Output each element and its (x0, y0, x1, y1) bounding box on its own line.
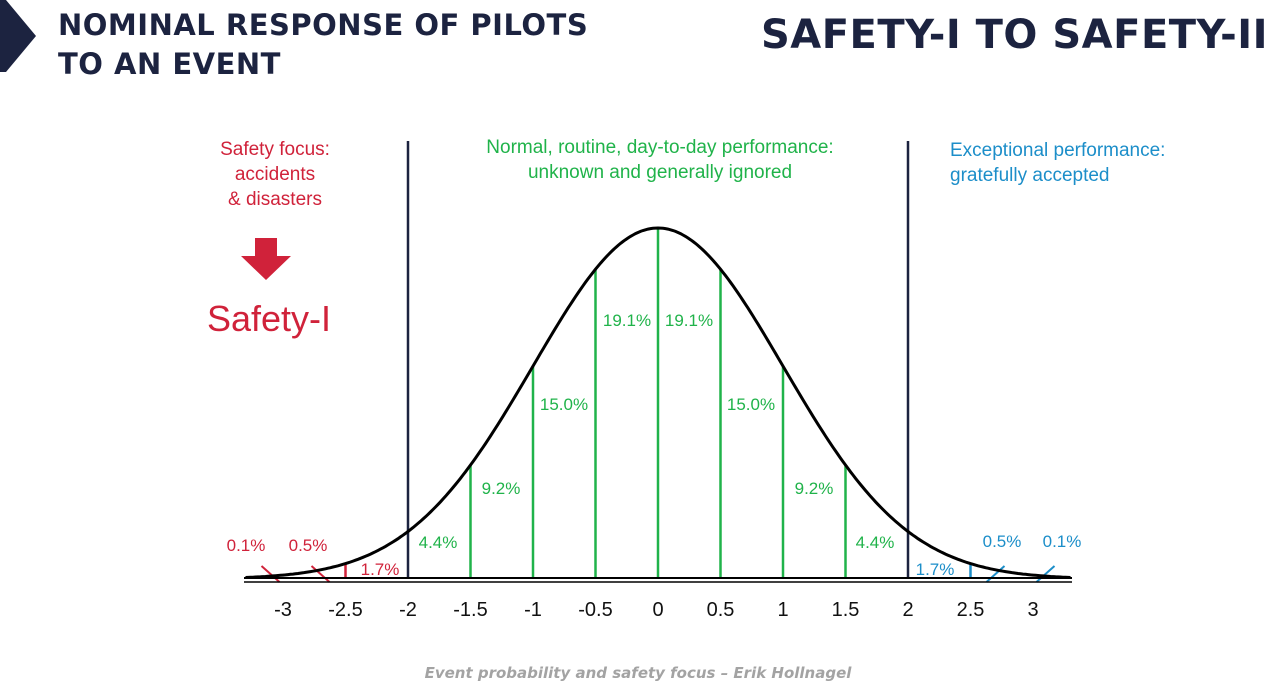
segment-percent-label: 19.1% (603, 311, 651, 330)
x-tick-label: -3 (274, 599, 292, 621)
normal-performance-label: Normal, routine, day-to-day performance:… (430, 135, 890, 185)
safety-focus-line-3: & disasters (228, 189, 322, 210)
segment-percent-label: 4.4% (419, 533, 458, 552)
tail-tick-mark (310, 565, 331, 583)
safety-i-label: Safety-I (207, 298, 332, 339)
down-arrow-icon (241, 238, 291, 280)
segment-percent-label: 1.7% (361, 560, 400, 579)
safety-focus-line-2: accidents (234, 164, 316, 185)
exceptional-performance-line-1: Exceptional performance: (950, 140, 1166, 161)
exceptional-performance-label: Exceptional performance: gratefully acce… (950, 138, 1165, 188)
segment-percent-label: 1.7% (916, 560, 955, 579)
safety-focus-label: Safety focus: accidents & disasters (195, 137, 355, 212)
x-tick-label: 3 (1027, 599, 1038, 621)
tail-tick-mark (260, 565, 281, 583)
x-tick-label: 2.5 (957, 599, 985, 621)
figure-caption: Event probability and safety focus – Eri… (424, 664, 852, 682)
x-tick-label: 2 (902, 599, 913, 621)
x-tick-label: 1.5 (832, 599, 860, 621)
tail-tick-mark (985, 565, 1006, 583)
normal-performance-line-2: unknown and generally ignored (527, 162, 793, 183)
x-tick-label: -2.5 (328, 599, 362, 621)
page-title-line-1: NOMINAL RESPONSE OF PILOTS (58, 8, 589, 42)
corner-arrow-icon (0, 0, 36, 72)
x-tick-label: -2 (399, 599, 417, 621)
segment-percent-label: 15.0% (727, 395, 775, 414)
exceptional-performance-line-2: gratefully accepted (950, 165, 1110, 186)
segment-percent-label: 0.5% (289, 536, 328, 555)
page-title: NOMINAL RESPONSE OF PILOTS TO AN EVENT (58, 6, 588, 84)
segment-percent-label: 0.1% (227, 536, 266, 555)
x-tick-label: 0.5 (707, 599, 735, 621)
x-tick-label: -1.5 (453, 599, 487, 621)
segment-percent-label: 15.0% (540, 395, 588, 414)
bell-curve (245, 226, 1071, 579)
safety-focus-line-1: Safety focus: (220, 139, 330, 160)
tail-tick-mark (1035, 565, 1056, 583)
x-tick-label: -0.5 (578, 599, 612, 621)
normal-performance-line-1: Normal, routine, day-to-day performance: (486, 137, 834, 158)
x-tick-label: 0 (652, 599, 663, 621)
segment-percent-label: 9.2% (482, 479, 521, 498)
section-title: SAFETY-I TO SAFETY-II (760, 12, 1268, 58)
segment-percent-label: 0.1% (1043, 532, 1082, 551)
segment-percent-label: 9.2% (795, 479, 834, 498)
page-title-line-2: TO AN EVENT (58, 47, 281, 81)
x-tick-label: -1 (524, 599, 542, 621)
segment-percent-label: 0.5% (983, 532, 1022, 551)
x-tick-label: 1 (777, 599, 788, 621)
segment-percent-label: 19.1% (665, 311, 713, 330)
segment-percent-label: 4.4% (856, 533, 895, 552)
